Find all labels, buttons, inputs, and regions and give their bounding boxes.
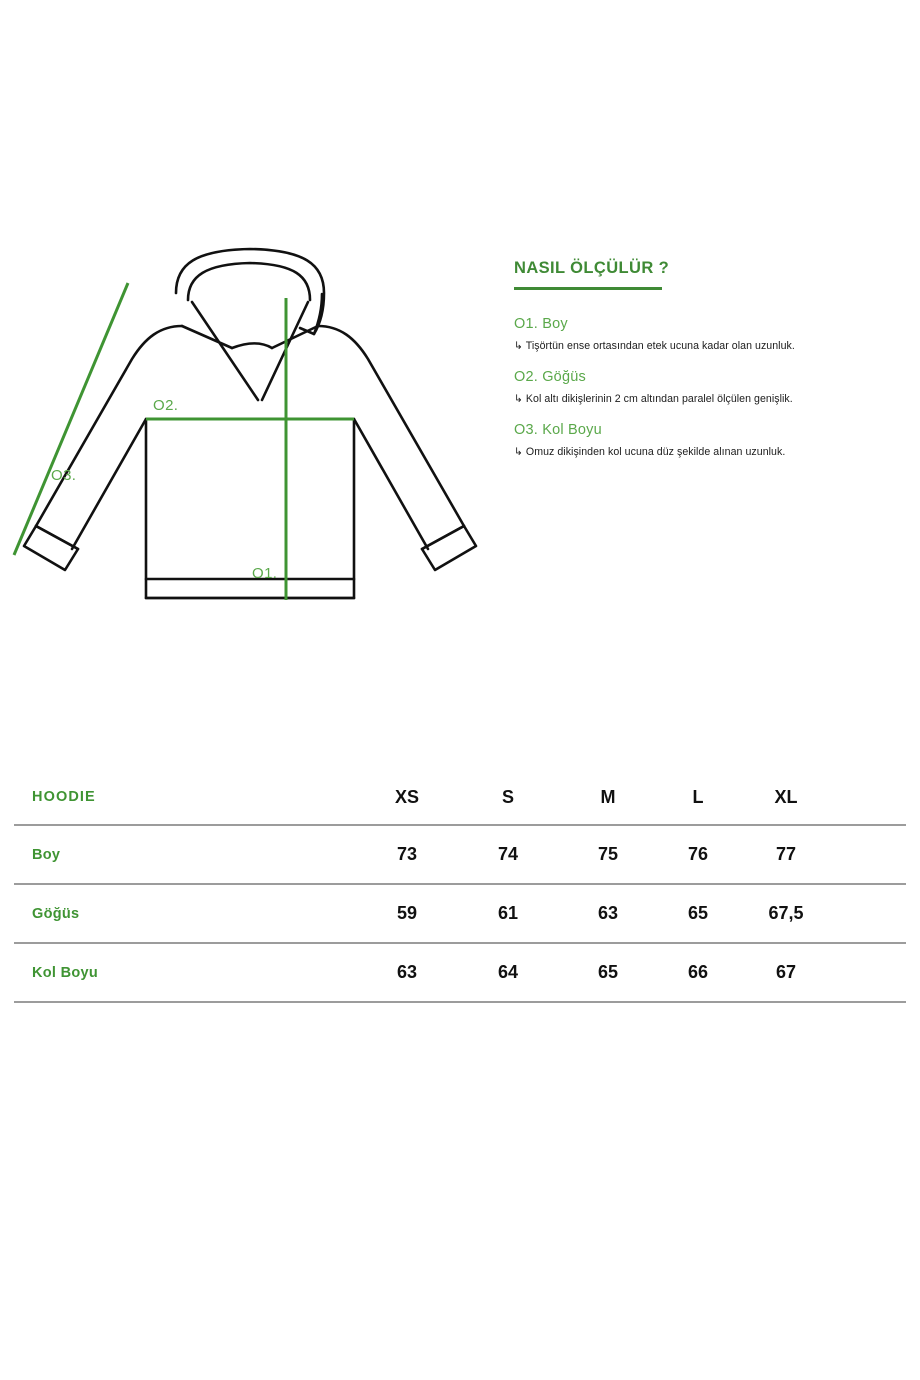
legend-item-length: O1. Boy ↳ Tişörtün ense ortasından etek … [514,316,894,354]
collar-base-line [230,342,274,350]
table-cell-kol-boyu-l: 66 [656,943,740,1003]
table-header-spacer [832,770,906,826]
table-cell-gogus-s: 61 [456,884,560,944]
table-cell-boy-m: 75 [560,825,656,885]
right-cuff [420,524,478,572]
table-cell-boy-xs: 73 [358,825,456,885]
legend-desc-o1: ↳ Tişörtün ense ortasından etek ucuna ka… [514,340,795,353]
table-row-label-boy: Boy [14,825,358,885]
table-col-header-s: S [456,770,560,826]
legend-heading-o2: O2. Göğüs [514,368,586,385]
hoodie-outline-group [22,247,478,600]
right-shoulder-sleeve-outer [316,324,466,528]
hood-right-edge [312,292,324,336]
legend-title: NASIL ÖLÇÜLÜR ? [514,259,670,277]
table-cell-kol-boyu-xs: 63 [358,943,456,1003]
hoodie-diagram-svg: O3. O2. O1. [12,247,478,600]
left-cuff [22,524,80,572]
measurement-guide-section: O3. O2. O1. NASIL ÖLÇÜLÜR ? O1. Boy ↳ Ti… [0,228,894,628]
table-row-spacer [832,884,906,944]
left-shoulder-sleeve-outer [34,324,184,528]
table-row-spacer [832,825,906,885]
table-col-header-m: M [560,770,656,826]
table-col-header-xs: XS [358,770,456,826]
table-col-header-xl: XL [740,770,832,826]
legend-heading-o3: O3. Kol Boyu [514,421,602,438]
table-row: Göğüs 59 61 63 65 67,5 [14,884,906,944]
table-cell-kol-boyu-xl: 67 [740,943,832,1003]
callout-label-o2: O2. [153,397,178,414]
legend-desc-o3: ↳ Omuz dikişinden kol ucuna düz şekilde … [514,446,786,459]
legend-title-underline [514,286,662,290]
how-to-measure-legend: NASIL ÖLÇÜLÜR ? O1. Boy ↳ Tişörtün ense … [514,258,894,475]
left-cuff-seam [34,524,80,551]
collar-left-seam [180,324,234,350]
table-cell-gogus-xl: 67,5 [740,884,832,944]
legend-desc-o2: ↳ Kol altı dikişlerinin 2 cm altından pa… [514,393,793,406]
table-cell-boy-l: 76 [656,825,740,885]
collar-right-seam [270,324,320,350]
legend-heading-o1: O1. Boy [514,315,568,332]
hood-inner-path [186,261,312,302]
table-row: Kol Boyu 63 64 65 66 67 [14,943,906,1003]
right-cuff-seam [420,524,466,551]
table-row-spacer [832,943,906,1003]
legend-item-chest: O2. Göğüs ↳ Kol altı dikişlerinin 2 cm a… [514,369,894,407]
table-row-label-gogus: Göğüs [14,884,358,944]
table-cell-boy-xl: 77 [740,825,832,885]
hood-outer-path [174,247,326,336]
callout-label-o1: O1. [252,565,277,582]
table-cell-boy-s: 74 [456,825,560,885]
neck-v-left [190,300,260,402]
table-row: Boy 73 74 75 76 77 [14,825,906,885]
legend-item-sleeve: O3. Kol Boyu ↳ Omuz dikişinden kol ucuna… [514,422,894,460]
table-header-row: HOODIE XS S M L XL [14,770,906,826]
table-brand-label: HOODIE [14,770,358,826]
hoodie-diagram: O3. O2. O1. [0,228,500,628]
table-col-header-l: L [656,770,740,826]
table-cell-kol-boyu-s: 64 [456,943,560,1003]
table-row-label-kol-boyu: Kol Boyu [14,943,358,1003]
left-sleeve-inner [70,417,148,551]
measure-lines-group [12,282,354,600]
table-cell-kol-boyu-m: 65 [560,943,656,1003]
torso-body [144,417,356,600]
table-cell-gogus-xs: 59 [358,884,456,944]
table-cell-gogus-l: 65 [656,884,740,944]
right-sleeve-inner [352,417,430,551]
measure-line-o3 [12,282,130,556]
callout-label-o3: O3. [51,467,76,484]
table-cell-gogus-m: 63 [560,884,656,944]
size-chart-table: HOODIE XS S M L XL Boy 73 74 75 76 77 Gö… [14,770,906,1003]
